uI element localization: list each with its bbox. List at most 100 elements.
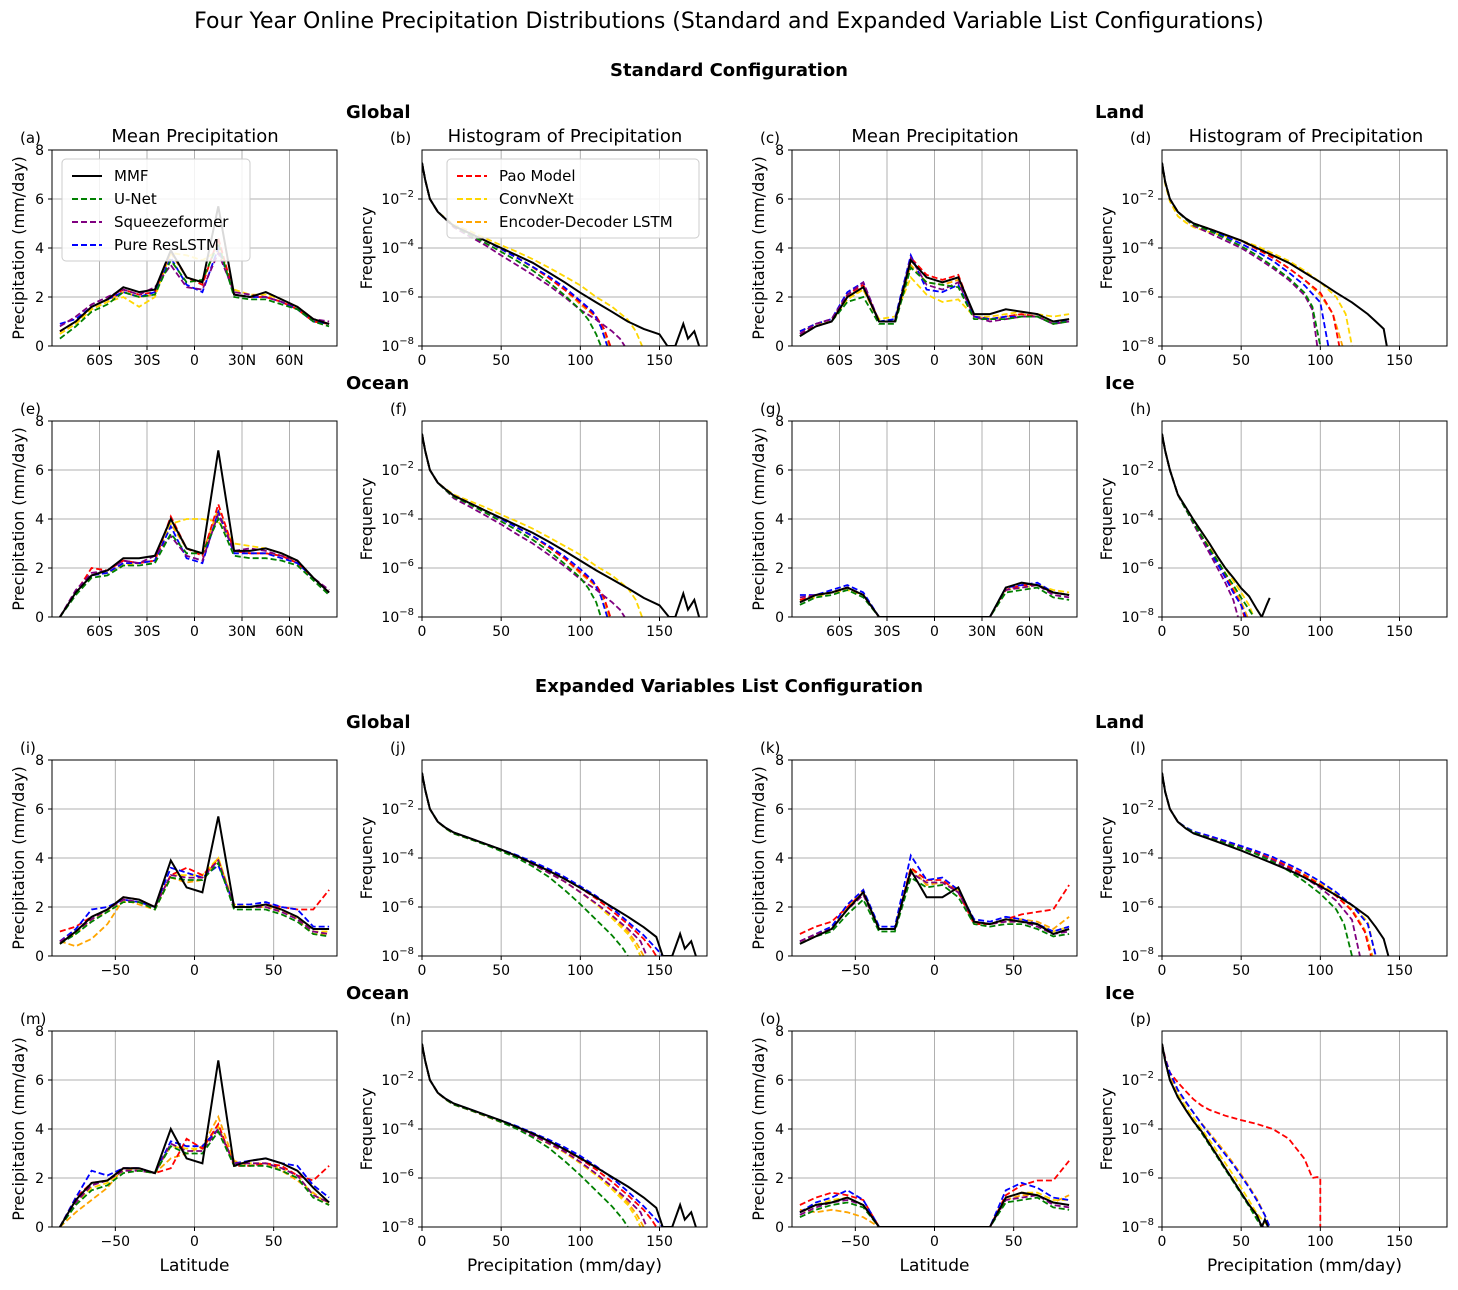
y-axis-label: Precipitation (mm/day) — [9, 1037, 28, 1221]
y-axis-label: Precipitation (mm/day) — [749, 766, 768, 950]
series-line-squeezeformer — [1162, 162, 1319, 346]
y-tick-label: 2 — [775, 1171, 784, 1187]
region-label-ocean-exp: Ocean — [346, 983, 409, 1004]
y-tick-label: 6 — [35, 463, 44, 479]
legend-label: U-Net — [114, 190, 157, 208]
panel-letter: (h) — [1130, 400, 1151, 418]
series-line-u-net — [59, 516, 330, 617]
y-axis-label: Frequency — [357, 1088, 376, 1171]
y-axis-label: Frequency — [1097, 207, 1116, 290]
y-tick-label: 6 — [775, 802, 784, 818]
y-tick-label: 0 — [775, 1220, 784, 1236]
y-tick-label: 2 — [775, 900, 784, 916]
panel-letter: (k) — [760, 739, 780, 757]
y-axis-label: Frequency — [1097, 817, 1116, 900]
y-tick-label: 8 — [35, 1024, 44, 1040]
x-tick-label: 0 — [418, 1234, 427, 1250]
x-tick-label: 30S — [874, 353, 901, 369]
x-axis-label: Precipitation (mm/day) — [467, 1256, 662, 1276]
x-tick-label: 50 — [1232, 624, 1250, 640]
x-tick-label: 100 — [567, 1234, 594, 1250]
subplot-title-c: Mean Precipitation — [851, 126, 1018, 147]
x-tick-label: 50 — [1232, 963, 1250, 979]
panel-e: 0 2 4 6 8 60S 30S 0 30N 60N Precipitation (mm/day)… — [9, 400, 338, 640]
x-tick-label: 50 — [492, 624, 510, 640]
y-axis-label: Precipitation (mm/day) — [9, 156, 28, 340]
series-line-squeezeformer — [59, 250, 330, 328]
x-tick-label: 60N — [1015, 624, 1043, 640]
series-line-convnext — [1162, 1043, 1271, 1227]
x-tick-label: 60N — [275, 624, 303, 640]
panel-letter: (o) — [760, 1010, 781, 1028]
x-tick-label: 100 — [1307, 963, 1334, 979]
x-tick-label: 0 — [930, 1234, 939, 1250]
series-line-pao-model — [1162, 772, 1372, 956]
series-line-squeezeformer — [422, 433, 626, 617]
series-line-pure-reslstm — [1162, 162, 1330, 346]
series-line-u-net — [59, 240, 330, 340]
y-tick-label: 10−6 — [1121, 558, 1154, 577]
y-tick-label: 0 — [35, 610, 44, 626]
y-tick-label: 6 — [35, 192, 44, 208]
series-line-u-net — [1162, 1043, 1263, 1227]
y-tick-label: 4 — [775, 241, 784, 257]
y-tick-label: 4 — [35, 241, 44, 257]
panel-letter: (c) — [760, 129, 780, 147]
y-tick-label: 10−6 — [1121, 1168, 1154, 1187]
series-line-u-net — [1162, 772, 1353, 956]
y-tick-label: 10−4 — [1121, 848, 1154, 867]
y-tick-label: 10−8 — [1121, 336, 1154, 355]
series-line-u-net — [59, 861, 330, 945]
panel-letter: (e) — [20, 400, 41, 418]
y-tick-label: 4 — [35, 1122, 44, 1138]
legend-models-a: MMF U-Net Squeezeformer Pure ResLSTM — [61, 158, 251, 262]
panel-letter: (f) — [390, 400, 407, 418]
y-tick-label: 8 — [35, 753, 44, 769]
x-tick-label: 60S — [826, 353, 853, 369]
y-axis-label: Precipitation (mm/day) — [749, 427, 768, 611]
grid — [1161, 760, 1447, 956]
panel-letter: (d) — [1130, 129, 1151, 147]
series-line-pao-model — [59, 501, 330, 617]
y-axis-label: Precipitation (mm/day) — [9, 766, 28, 950]
y-tick-label: 0 — [35, 339, 44, 355]
x-tick-label: 50 — [492, 1234, 510, 1250]
x-tick-label: −50 — [841, 1234, 871, 1250]
y-axis-label: Frequency — [357, 817, 376, 900]
section-title-standard: Standard Configuration — [610, 60, 848, 81]
y-tick-label: 10−4 — [1121, 1119, 1154, 1138]
y-tick-label: 10−6 — [381, 558, 414, 577]
panel-c: 0 2 4 6 8 60S 30S 0 30N 60N Precipitation (mm/day)… — [749, 129, 1078, 369]
x-tick-label: 30N — [228, 624, 256, 640]
series-line-encoder-decoder-lstm — [1162, 1043, 1271, 1227]
y-tick-label: 6 — [775, 192, 784, 208]
series-line-mmf — [799, 258, 1070, 338]
panel-h: 10−2 10−4 10−6 10−80 50 100 150 Frequency (h) — [1097, 400, 1448, 640]
panel-letter: (b) — [390, 129, 411, 147]
y-tick-label: 4 — [775, 512, 784, 528]
series-line-mmf — [1162, 433, 1271, 617]
panel-letter: (l) — [1130, 739, 1146, 757]
series-line-mmf — [1162, 162, 1388, 346]
series-line-convnext — [422, 433, 643, 617]
y-tick-label: 10−2 — [1121, 799, 1154, 818]
x-tick-label: 0 — [930, 624, 939, 640]
y-tick-label: 10−2 — [381, 1070, 414, 1089]
x-tick-label: 100 — [1307, 1234, 1334, 1250]
x-tick-label: −50 — [101, 963, 131, 979]
y-tick-label: 2 — [35, 290, 44, 306]
legend-label: ConvNeXt — [499, 190, 574, 208]
y-tick-label: 10−2 — [1121, 1070, 1154, 1089]
x-tick-label: 0 — [930, 963, 939, 979]
panel-letter: (n) — [390, 1010, 411, 1028]
y-tick-label: 8 — [35, 143, 44, 159]
y-tick-label: 10−6 — [381, 1168, 414, 1187]
y-tick-label: 4 — [775, 1122, 784, 1138]
series-line-convnext — [1162, 433, 1255, 617]
grid — [1161, 150, 1447, 346]
series-line-mmf — [59, 816, 330, 945]
x-tick-label: 150 — [646, 353, 673, 369]
x-tick-label: 150 — [646, 963, 673, 979]
y-tick-label: 10−8 — [1121, 946, 1154, 965]
subplot-title-b: Histogram of Precipitation — [448, 126, 683, 147]
